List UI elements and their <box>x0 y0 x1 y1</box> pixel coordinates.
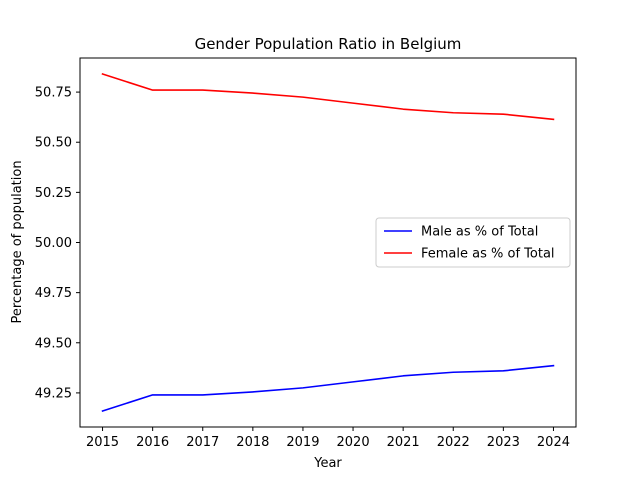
y-tick-label: 50.00 <box>35 236 72 251</box>
series-line-female <box>101 73 555 121</box>
y-tick-label: 50.25 <box>35 186 72 201</box>
y-axis: 49.25 49.50 49.75 50.00 50.25 50.50 50.75 <box>35 86 80 401</box>
y-tick-label: 50.50 <box>35 136 72 151</box>
series-line-male <box>101 364 555 412</box>
y-tick-label: 49.50 <box>35 336 72 351</box>
x-tick-label: 2019 <box>286 435 319 450</box>
legend-items: Male as % of Total Female as % of Total <box>384 225 555 262</box>
legend-label: Male as % of Total <box>421 225 538 240</box>
series-layer <box>101 73 555 412</box>
y-tick-label: 50.75 <box>35 86 72 101</box>
x-tick-label: 2022 <box>437 435 470 450</box>
x-tick-label: 2015 <box>86 435 119 450</box>
legend-box <box>375 217 571 268</box>
chart-title: Gender Population Ratio in Belgium <box>195 35 462 53</box>
x-tick-label: 2024 <box>537 435 570 450</box>
x-axis-label: Year <box>313 456 342 471</box>
y-tick-label: 49.75 <box>35 286 72 301</box>
y-tick-label: 49.25 <box>35 386 72 401</box>
x-tick-label: 2017 <box>186 435 219 450</box>
legend: Male as % of Total Female as % of Total <box>375 217 571 268</box>
x-tick-label: 2021 <box>387 435 420 450</box>
x-tick-label: 2023 <box>487 435 520 450</box>
legend-label: Female as % of Total <box>421 247 555 262</box>
x-axis: 2015 2016 2017 2018 2019 2020 2021 2022 2023 2024 <box>86 427 570 450</box>
x-tick-label: 2020 <box>337 435 370 450</box>
x-tick-label: 2018 <box>236 435 269 450</box>
y-axis-label: Percentage of population <box>10 160 25 323</box>
x-tick-label: 2016 <box>136 435 169 450</box>
